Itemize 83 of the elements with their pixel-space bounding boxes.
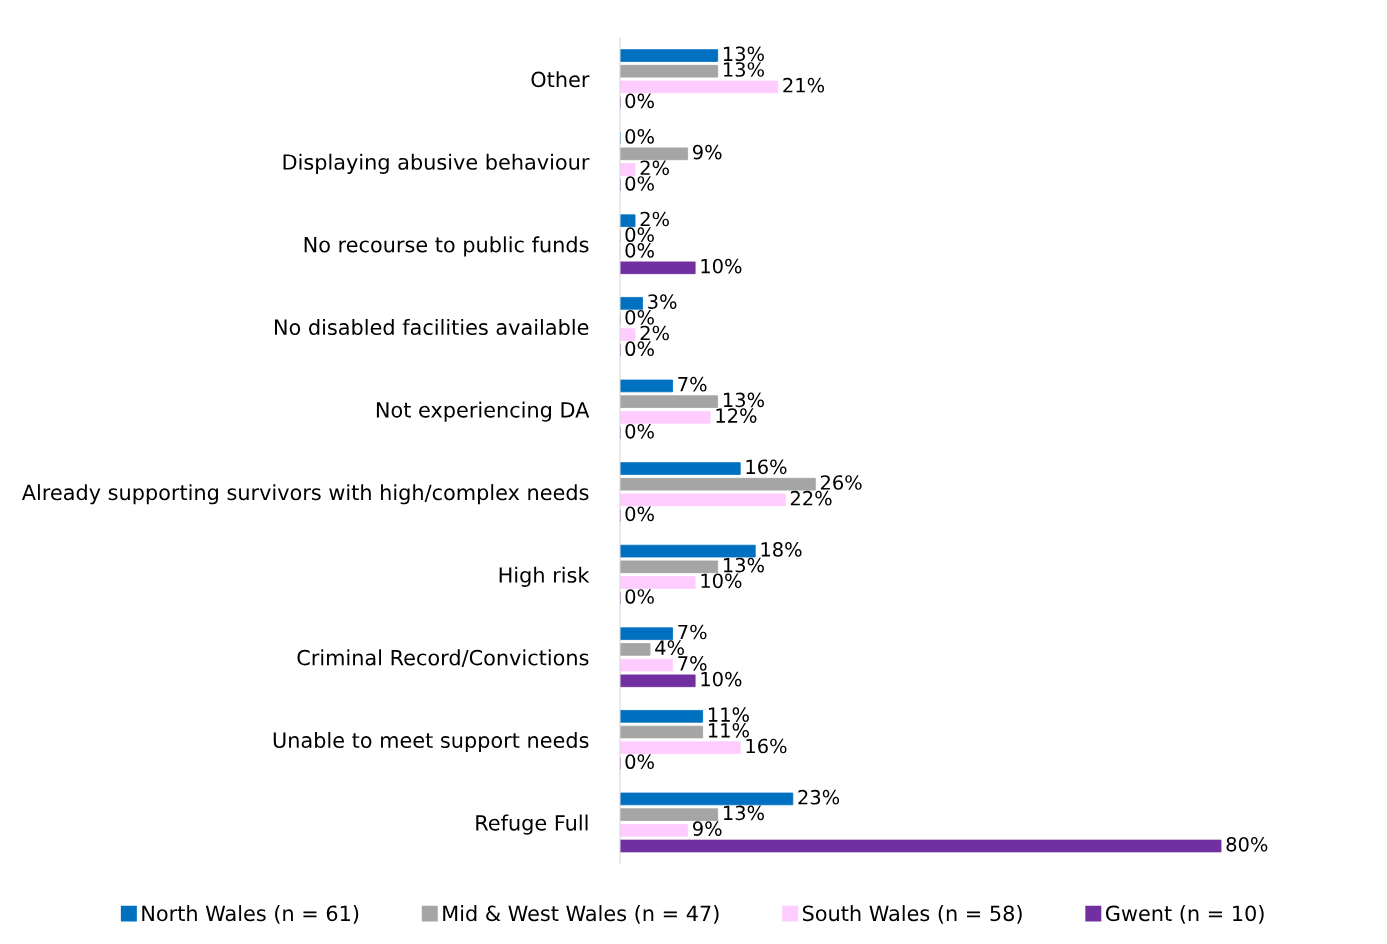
y-tick-label: Not experiencing DA: [376, 401, 590, 422]
data-label: 0%: [625, 506, 654, 522]
data-label: 3%: [648, 294, 677, 309]
data-label: 0%: [625, 754, 654, 770]
data-label: 7%: [678, 624, 707, 640]
bar: [619, 328, 636, 342]
bar: [619, 64, 719, 78]
data-label: 0%: [625, 129, 654, 144]
data-label: 13%: [723, 62, 764, 77]
bar: [619, 741, 741, 755]
bar: [619, 725, 704, 739]
legend-label: South Wales (n = 58): [802, 905, 1022, 924]
bar: [619, 643, 651, 656]
bar: [619, 147, 689, 161]
data-label: 80%: [1226, 836, 1268, 852]
bar: [619, 544, 756, 558]
data-label: 13%: [723, 805, 764, 821]
bar: [619, 163, 636, 176]
data-label: 23%: [798, 789, 840, 805]
y-tick-label: Criminal Record/Convictions: [297, 649, 589, 668]
bar: [619, 808, 719, 821]
data-label: 18%: [761, 542, 802, 557]
data-label: 4%: [655, 640, 684, 656]
y-tick-label: Displaying abusive behaviour: [283, 153, 590, 174]
data-label: 10%: [701, 573, 742, 589]
bar: [619, 674, 696, 688]
bar: [619, 824, 689, 837]
legend-label: Mid & West Wales (n = 47): [443, 905, 719, 924]
bar: [619, 379, 673, 393]
data-label: 7%: [678, 376, 707, 392]
data-label: 0%: [625, 93, 654, 109]
data-label: 12%: [716, 408, 757, 423]
data-label: 9%: [693, 821, 722, 836]
y-tick-label: Other: [531, 71, 590, 88]
legend-label: Gwent (n = 10): [1105, 905, 1264, 924]
data-label: 0%: [625, 176, 654, 191]
data-label: 2%: [640, 160, 669, 176]
y-tick-label: High risk: [499, 566, 590, 587]
bar: [619, 297, 643, 310]
data-label: 0%: [625, 227, 654, 243]
bar: [619, 792, 794, 806]
bar: [619, 658, 673, 672]
bar: [619, 576, 696, 589]
data-label: 0%: [625, 423, 654, 439]
bar: [619, 462, 741, 475]
bar: [619, 560, 719, 574]
y-tick-label: Already supporting survivors with high/complex needs: [21, 484, 589, 505]
bar: [619, 261, 696, 275]
bar: [619, 49, 719, 62]
data-label: 2%: [640, 325, 669, 341]
data-label: 10%: [701, 671, 742, 687]
bar: [619, 493, 786, 507]
y-tick-label: No recourse to public funds: [304, 236, 589, 257]
bar: [619, 214, 636, 228]
data-label: 0%: [625, 309, 654, 325]
data-label: 13%: [723, 557, 764, 573]
data-label: 9%: [693, 144, 722, 160]
data-label: 13%: [723, 392, 764, 408]
data-label: 11%: [708, 722, 749, 738]
bar: [619, 710, 704, 723]
data-label: 7%: [678, 656, 707, 671]
y-tick-label: Unable to meet support needs: [273, 731, 589, 753]
data-label: 11%: [708, 707, 749, 722]
data-label: 0%: [625, 589, 654, 604]
y-tick-label: No disabled facilities available: [275, 318, 589, 336]
data-label: 0%: [625, 341, 654, 357]
bar: [619, 839, 1222, 853]
data-label: 16%: [746, 738, 787, 754]
data-label: 22%: [790, 490, 832, 506]
data-label: 10%: [701, 258, 742, 274]
legend-label: North Wales (n = 61): [142, 905, 359, 924]
data-label: 26%: [820, 475, 862, 490]
data-label: 21%: [783, 77, 825, 93]
y-tick-label: Refuge Full: [476, 814, 588, 835]
data-label: 0%: [625, 243, 654, 258]
data-label: 2%: [640, 211, 669, 227]
bar: [619, 627, 673, 641]
bar: [619, 80, 779, 94]
bar: [619, 395, 719, 408]
bar: [619, 411, 711, 424]
data-label: 16%: [746, 459, 787, 475]
bar: [619, 477, 816, 491]
data-label: 13%: [723, 46, 764, 62]
